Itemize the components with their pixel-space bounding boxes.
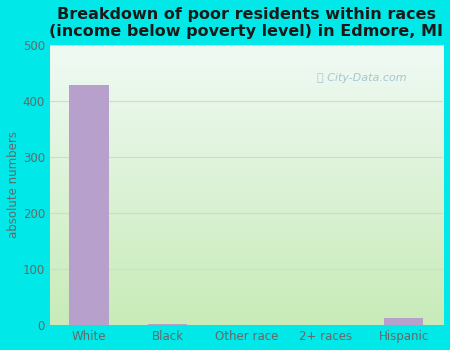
Bar (384, 318, 423, 325)
Bar (69, 85, 109, 325)
Title: Breakdown of poor residents within races
(income below poverty level) in Edmore,: Breakdown of poor residents within races… (50, 7, 443, 39)
Text: ⓘ City-Data.com: ⓘ City-Data.com (317, 74, 407, 83)
Y-axis label: absolute numbers: absolute numbers (7, 132, 20, 238)
Bar (148, 324, 188, 325)
